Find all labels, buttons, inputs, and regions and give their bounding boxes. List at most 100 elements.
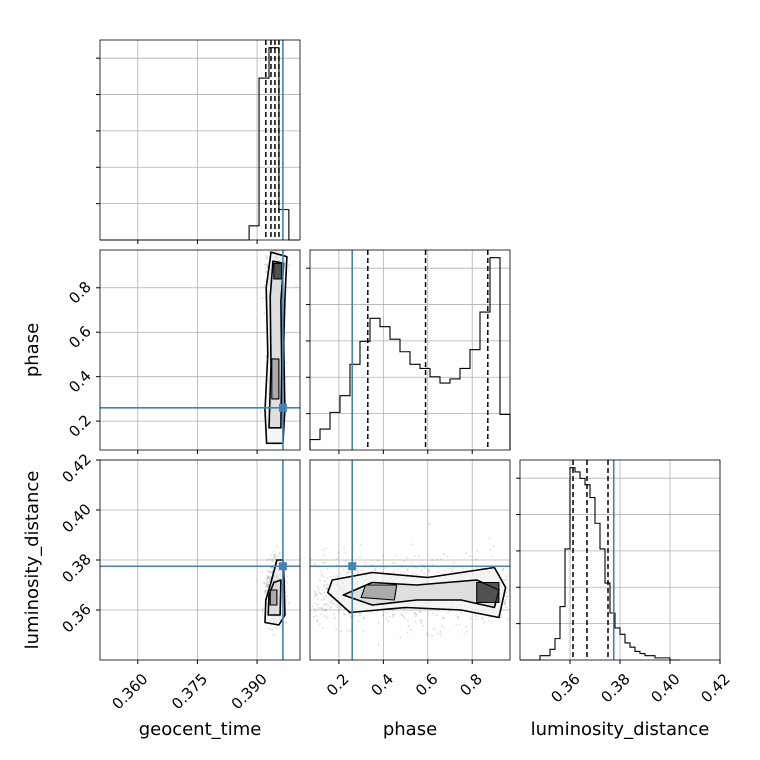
sample-point [275,250,278,252]
sample-point [317,598,320,601]
sample-point [436,558,439,561]
sample-point [274,244,276,246]
sample-point [414,614,417,617]
sample-point [261,296,264,299]
sample-point [269,554,272,557]
sample-point [402,614,405,617]
sample-point [263,311,266,314]
sample-point [436,571,439,574]
sample-point [278,552,281,555]
sample-point [395,554,398,557]
sample-point [504,598,507,601]
sample-point [287,269,290,272]
x-axis-label-luminosity_distance: luminosity_distance [531,719,710,740]
sample-point [403,616,406,619]
sample-point [339,572,342,575]
sample-point [418,555,421,558]
density-group [100,460,300,660]
sample-point [386,611,389,614]
sample-point [324,615,327,618]
sample-point [272,550,275,553]
sample-point [391,562,394,564]
sample-point [316,619,319,622]
sample-point [419,610,422,613]
sample-point [322,608,325,611]
sample-point [342,568,345,571]
contour-level [360,584,398,601]
sample-point [317,607,320,610]
sample-point [419,610,422,613]
sample-point [280,248,282,250]
sample-point [316,603,319,606]
sample-point [412,572,415,574]
sample-point [315,614,318,617]
sample-point [268,570,271,573]
sample-point [271,250,274,252]
sample-point [501,569,504,572]
sample-point [326,567,329,570]
sample-point [322,598,325,600]
sample-point [449,567,451,570]
sample-point [323,562,326,564]
sample-point [316,593,319,596]
sample-point [266,576,269,579]
sample-point [328,607,331,610]
sample-point [469,555,472,557]
sample-point [503,600,506,603]
sample-point [489,548,492,551]
sample-point [263,263,266,266]
sample-point [414,620,417,623]
sample-point [335,603,338,606]
sample-point [431,563,434,566]
sample-point [343,613,346,616]
sample-point [288,263,291,266]
x-tick-label: 0.40 [647,670,683,706]
sample-point [319,579,322,582]
sample-point [348,612,351,615]
sample-point [361,568,364,571]
sample-point [400,571,403,574]
sample-point [409,628,412,631]
sample-point [271,567,273,570]
sample-point [475,618,478,621]
sample-point [267,581,270,583]
sample-point [324,608,327,611]
sample-point [415,566,418,569]
sample-point [506,595,508,598]
sample-point [388,615,391,618]
sample-point [263,284,266,287]
sample-point [273,555,276,558]
sample-point [430,634,433,637]
sample-point [285,361,288,364]
sample-point [346,571,349,574]
sample-point [272,558,275,560]
contour-level [273,262,283,280]
x-tick-label: 0.8 [456,670,486,700]
sample-point [333,617,336,620]
sample-point [275,545,278,548]
sample-point [284,621,287,624]
sample-point [403,571,406,574]
sample-point [320,569,323,572]
y-tick-label: 0.8 [65,278,95,308]
sample-point [420,620,423,623]
sample-point [451,568,454,571]
sample-point [326,616,329,619]
sample-point [277,250,280,252]
sample-point [392,615,394,618]
sample-point [323,583,326,586]
sample-point [275,247,277,249]
sample-point [266,577,269,580]
sample-point [339,607,342,610]
sample-point [505,575,508,578]
x-tick-label: 0.2 [323,670,353,700]
sample-point [265,583,268,586]
sample-point [453,561,456,564]
sample-point [400,612,403,615]
sample-point [428,523,431,526]
sample-point [267,558,270,561]
sample-point [481,617,484,620]
sample-point [437,633,440,635]
sample-point [320,599,323,601]
